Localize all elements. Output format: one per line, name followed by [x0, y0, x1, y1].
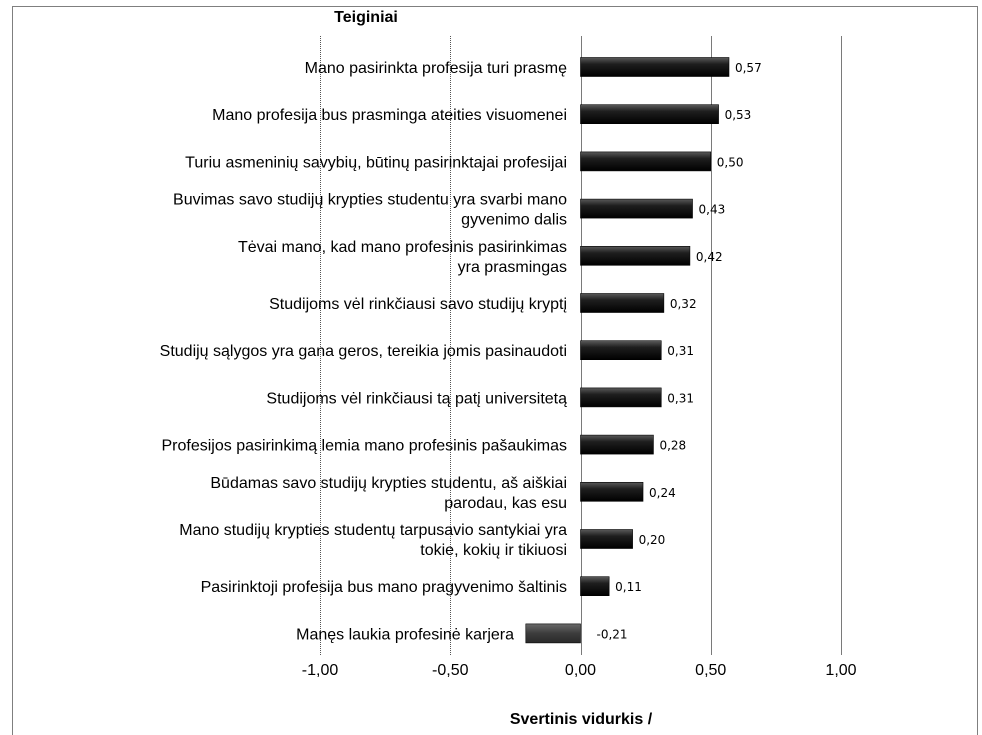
- value-label: 0,31: [667, 344, 694, 358]
- chart-title: Teiginiai: [334, 9, 398, 26]
- bar: [580, 387, 662, 408]
- category-label: Studijoms vėl rinkčiausi savo studijų kr…: [269, 296, 567, 313]
- bar: [580, 198, 693, 219]
- bar: [580, 104, 719, 124]
- category-label: Mano pasirinkta profesija turi prasmę: [305, 60, 567, 77]
- bar: [580, 293, 665, 313]
- value-label: 0,28: [659, 439, 686, 453]
- bar: [580, 340, 662, 361]
- category-label: Būdamas savo studijų krypties studentu, …: [210, 475, 567, 492]
- category-label: yra prasmingas: [458, 259, 567, 276]
- x-tick-label: 0,50: [695, 662, 726, 679]
- category-label: Mano studijų krypties studentų tarpusavi…: [179, 522, 567, 539]
- category-labels: Mano pasirinkta profesija turi prasmę Man…: [160, 60, 567, 643]
- category-label: Profesijos pasirinkimą lemia mano profes…: [162, 438, 568, 455]
- bar: [580, 57, 730, 77]
- x-axis-ticks: -1,00 -0,50 0,00 0,50 1,00: [302, 662, 857, 679]
- bar: [580, 151, 712, 172]
- bar: [580, 529, 633, 549]
- bar: [525, 623, 581, 644]
- value-label: 0,24: [649, 486, 676, 500]
- bar: [580, 576, 610, 597]
- value-label: 0,31: [667, 391, 694, 405]
- value-label: 0,50: [717, 155, 744, 169]
- category-label: Buvimas savo studijų krypties studentu y…: [173, 192, 567, 209]
- category-label: Manęs laukia profesinė karjera: [296, 626, 514, 643]
- category-label: parodau, kas esu: [444, 495, 567, 512]
- category-label: Turiu asmeninių savybių, būtinų pasirink…: [185, 154, 567, 171]
- x-tick-label: -1,00: [302, 662, 339, 679]
- value-label: -0,21: [597, 627, 628, 641]
- value-labels: 0,57 0,53 0,50 0,43 0,42 0,32 0,31 0,31 0,28 0,24…: [597, 61, 762, 641]
- bars: [525, 57, 730, 644]
- category-label: Studijoms vėl rinkčiausi tą patį univers…: [266, 390, 567, 407]
- value-label: 0,53: [725, 108, 752, 122]
- x-tick-label: 1,00: [825, 662, 856, 679]
- bar: [580, 481, 644, 502]
- x-tick-label: -0,50: [432, 662, 469, 679]
- bar: [580, 246, 691, 266]
- value-label: 0,32: [670, 297, 697, 311]
- value-label: 0,11: [615, 580, 642, 594]
- x-tick-label: 0,00: [565, 662, 596, 679]
- category-label: tokie, kokių ir tikiuosi: [420, 542, 567, 559]
- bar: [580, 434, 654, 455]
- value-label: 0,42: [696, 250, 723, 264]
- category-label: Mano profesija bus prasminga ateities vi…: [212, 107, 567, 124]
- category-label: Tėvai mano, kad mano profesinis pasirink…: [238, 239, 567, 256]
- value-label: 0,57: [735, 61, 762, 75]
- chart-frame: [12, 6, 978, 735]
- category-label: gyvenimo dalis: [461, 212, 567, 229]
- value-label: 0,20: [639, 533, 666, 547]
- value-label: 0,43: [699, 203, 726, 217]
- category-label: Pasirinktoji profesija bus mano pragyven…: [201, 579, 567, 596]
- x-axis-title: Svertinis vidurkis /: [510, 711, 653, 728]
- category-label: Studijų sąlygos yra gana geros, tereikia…: [160, 343, 567, 360]
